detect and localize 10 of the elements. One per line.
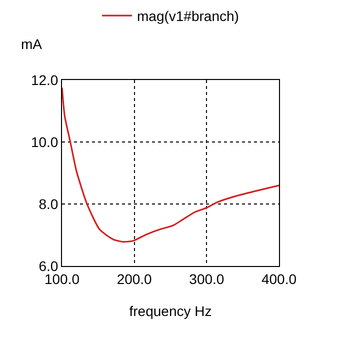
legend-label: mag(v1#branch) [137, 8, 239, 24]
line-series [62, 86, 279, 243]
y-tick-label: 12.0 [30, 72, 58, 88]
x-tick-label: 200.0 [116, 270, 152, 287]
y-tick-label: 10.0 [30, 134, 58, 150]
x-tick-label: 300.0 [189, 270, 224, 287]
y-axis-title: mA [21, 36, 43, 52]
x-tick-label: 400.0 [261, 270, 297, 287]
x-axis-title: frequency Hz [129, 303, 212, 320]
y-tick-label: 8.0 [38, 196, 58, 212]
